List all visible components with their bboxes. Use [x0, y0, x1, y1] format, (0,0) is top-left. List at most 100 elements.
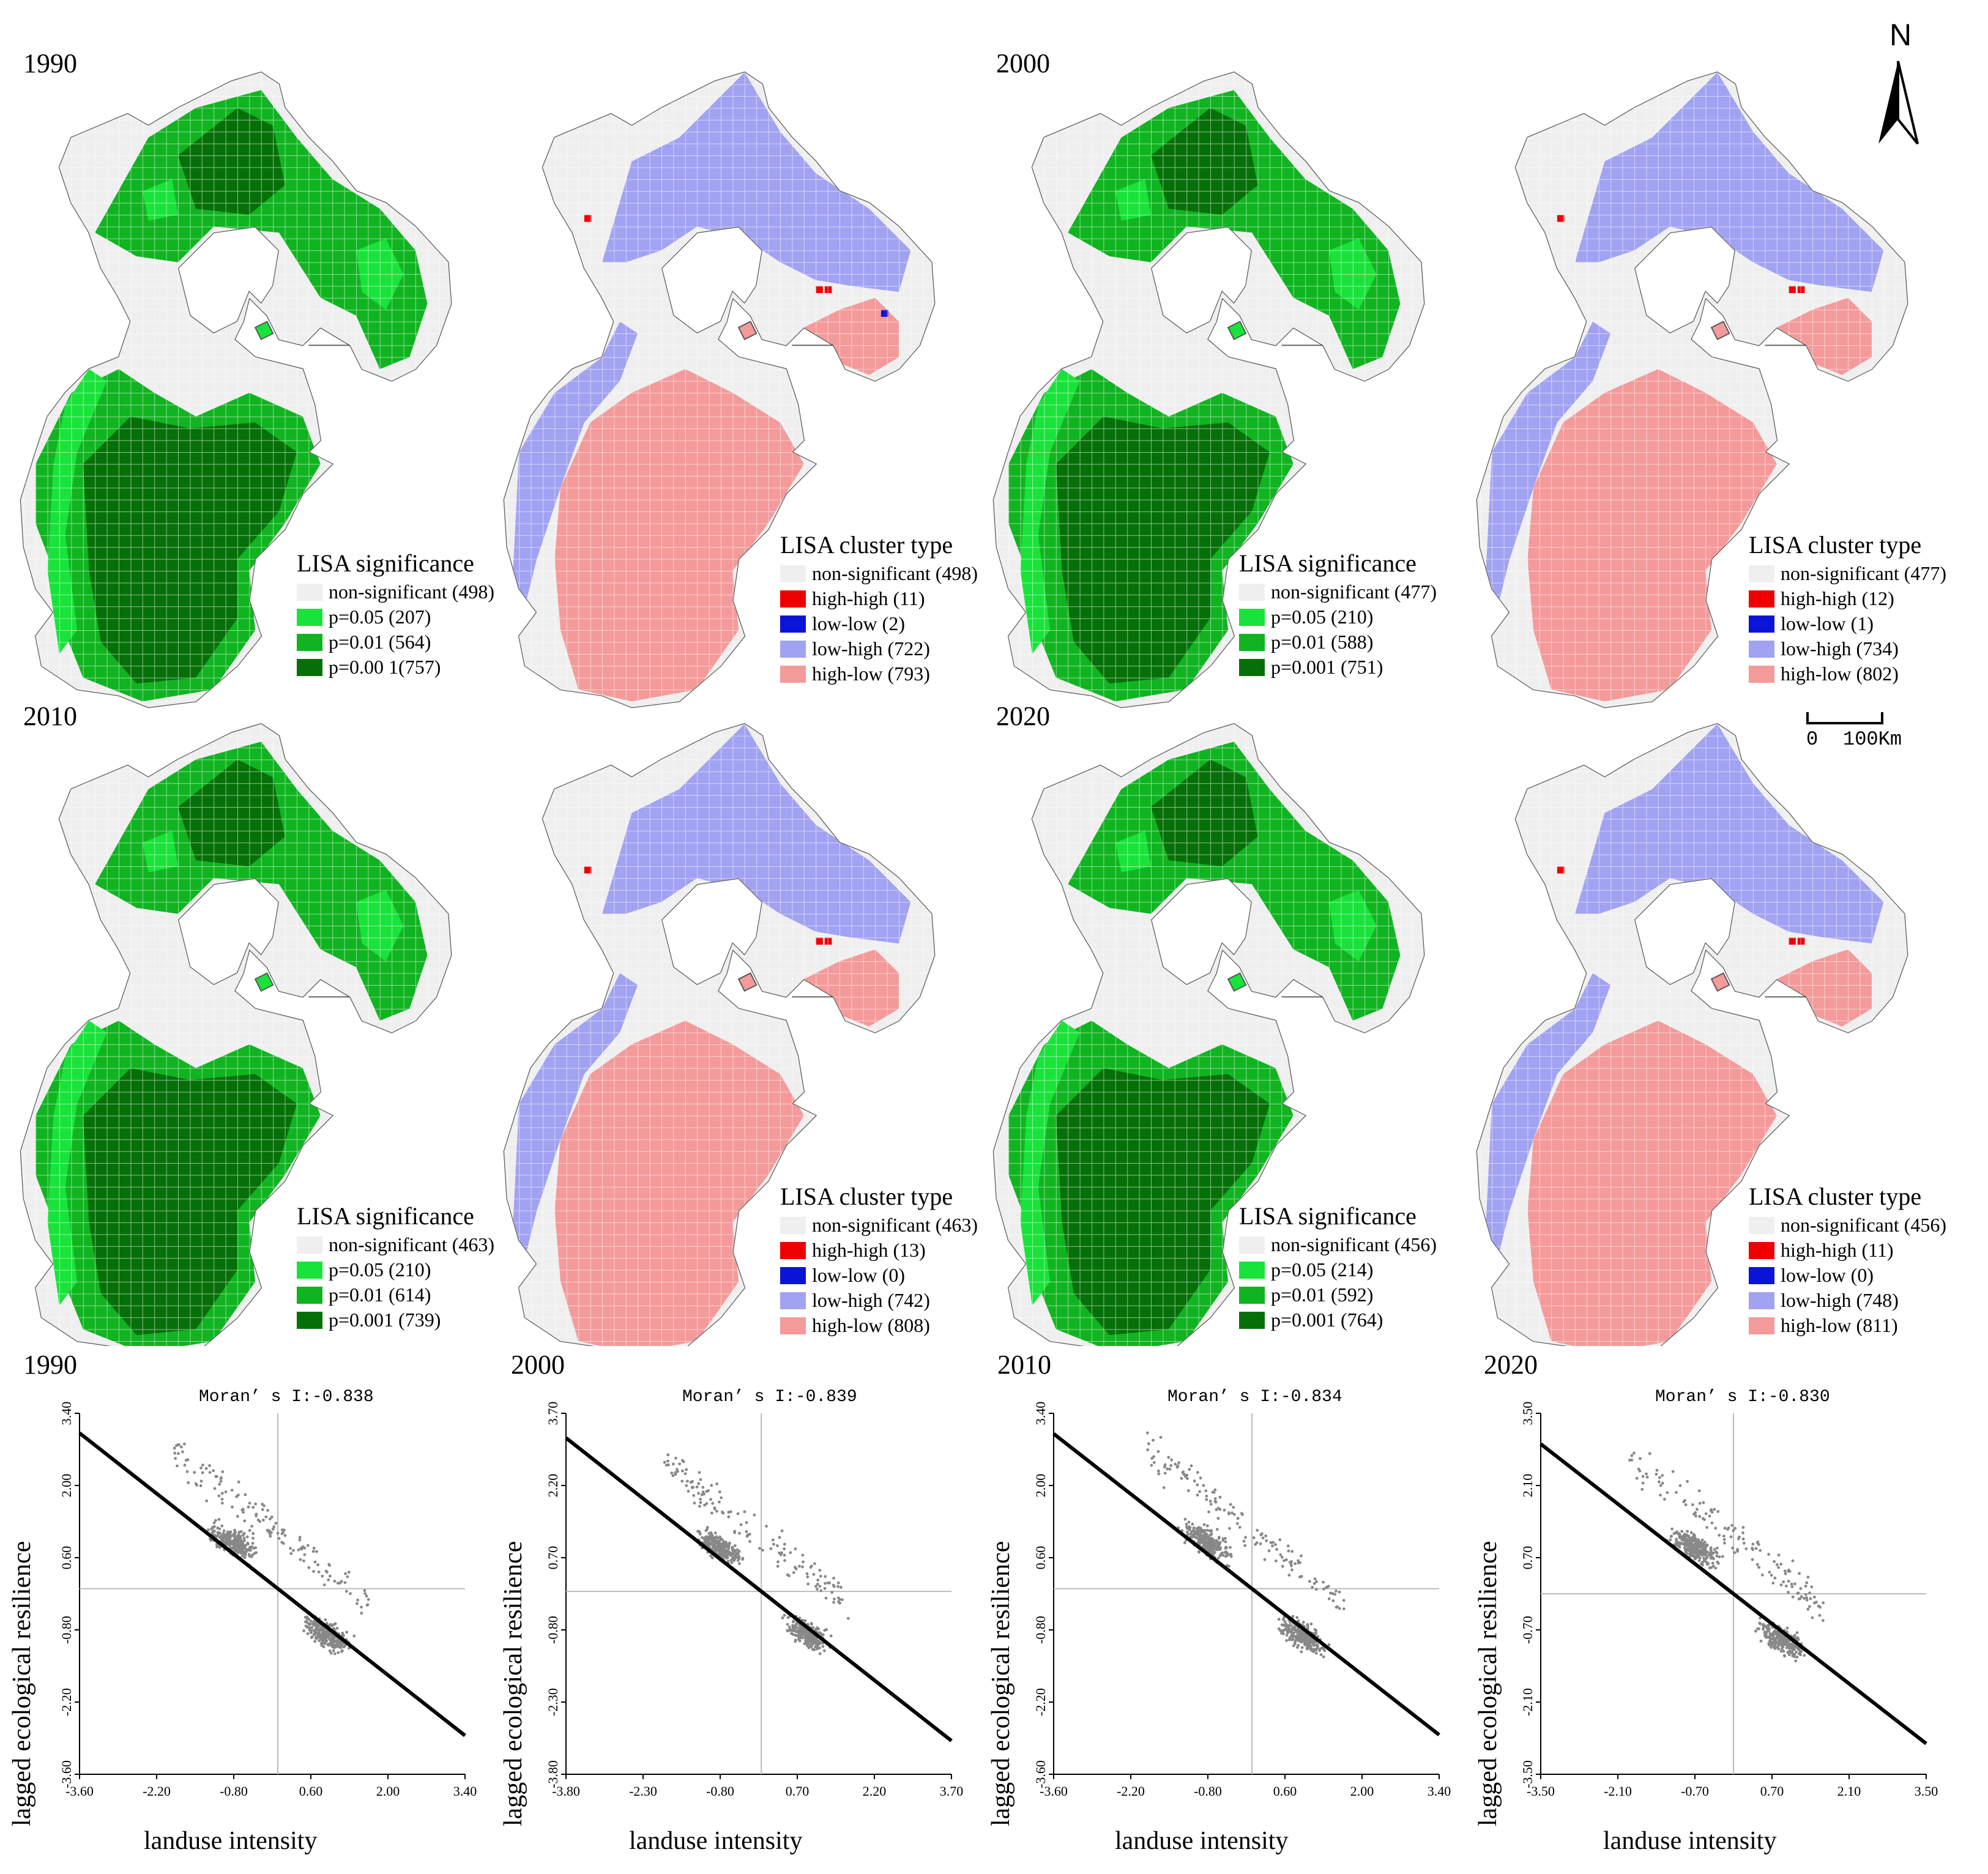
scatter-point — [289, 1547, 292, 1550]
scatter-point — [1689, 1542, 1693, 1546]
scatter-point — [297, 1548, 300, 1552]
scatter-point — [753, 1513, 756, 1517]
scatter-point — [340, 1635, 343, 1638]
scatter-point — [1314, 1631, 1318, 1635]
scatter-point — [1766, 1627, 1770, 1631]
scatter-point — [1789, 1642, 1792, 1646]
scatter-point — [799, 1627, 803, 1630]
scatter-point — [1789, 1638, 1793, 1642]
scatter-point — [711, 1544, 715, 1547]
scatter-point — [1289, 1561, 1292, 1564]
scatter-point — [280, 1541, 284, 1544]
scatter-point — [336, 1634, 340, 1638]
scatter-point — [1223, 1537, 1227, 1540]
scatter-point — [240, 1549, 244, 1553]
scatter-point — [221, 1535, 225, 1539]
scatter-point — [1301, 1621, 1305, 1624]
scatter-point — [1783, 1641, 1787, 1645]
scatter-point — [225, 1533, 229, 1536]
scatter-point — [1785, 1646, 1789, 1649]
scatter-point — [331, 1639, 335, 1643]
scatter-point — [735, 1548, 739, 1552]
scatter-point — [732, 1559, 736, 1562]
scatter-point — [322, 1583, 326, 1586]
scatter-point — [1715, 1554, 1719, 1558]
legend-item: high-low (802) — [1781, 663, 1899, 685]
scatter-point — [234, 1544, 238, 1547]
scatter-point — [283, 1528, 286, 1532]
scatter-point — [1793, 1653, 1796, 1656]
legend-title: LISA cluster type — [1749, 531, 1922, 559]
scatter-point — [1286, 1628, 1290, 1632]
scatter-point — [298, 1536, 302, 1539]
scatter-point — [802, 1630, 805, 1634]
scatter-point — [1202, 1523, 1206, 1526]
scatter-point — [1655, 1468, 1659, 1472]
scatter-point — [316, 1618, 319, 1621]
scatter-point — [810, 1630, 814, 1634]
scatter-point — [801, 1621, 805, 1625]
scatter-point — [344, 1638, 348, 1642]
scatter-point — [1783, 1637, 1787, 1640]
scatter-point — [1320, 1646, 1324, 1649]
scatter-point — [813, 1562, 816, 1566]
scatter-point — [1799, 1587, 1803, 1590]
scatter-point — [1698, 1540, 1701, 1544]
scatter-point — [240, 1551, 244, 1555]
scatter-point — [705, 1490, 709, 1493]
scatter-point — [1817, 1604, 1820, 1608]
scatter-point — [1709, 1509, 1713, 1512]
y-tick-label: -2.20 — [1033, 1688, 1048, 1716]
scatter-point — [1710, 1551, 1713, 1555]
scatter-point — [802, 1631, 805, 1634]
scatter-point — [325, 1625, 329, 1628]
scatter-point — [1781, 1638, 1784, 1642]
scatter-point — [720, 1554, 723, 1558]
y-tick-label: -3.50 — [1520, 1760, 1535, 1788]
scatter-point — [324, 1632, 328, 1636]
scatter-point — [1698, 1553, 1702, 1556]
scatter-point — [316, 1627, 320, 1631]
scatter-point — [1229, 1503, 1232, 1506]
scatter-point — [832, 1583, 835, 1587]
scatter-point — [1202, 1545, 1206, 1549]
scatter-point — [316, 1563, 320, 1567]
legend-item: low-high (742) — [812, 1289, 930, 1311]
scatter-year-2020: 2020 — [1484, 1350, 1538, 1380]
scatter-point — [1692, 1545, 1696, 1549]
scatter-point — [1313, 1628, 1317, 1631]
scatter-point — [324, 1632, 327, 1635]
scatter-point — [1692, 1549, 1695, 1552]
scatter-point — [1785, 1645, 1789, 1649]
scatter-point — [819, 1635, 822, 1638]
scatter-point — [808, 1635, 811, 1638]
scatter-point — [729, 1554, 733, 1557]
scatter-point — [311, 1635, 314, 1638]
scatter-point — [1694, 1557, 1697, 1561]
scatter-point — [1689, 1548, 1693, 1552]
scatter-point — [1201, 1540, 1204, 1544]
scatter-point — [333, 1652, 337, 1656]
scatter-point — [1301, 1633, 1305, 1637]
scatter-point — [316, 1624, 319, 1628]
scatter-point — [1211, 1537, 1215, 1541]
scatter-point — [1308, 1638, 1312, 1642]
scatter-point — [1311, 1634, 1315, 1637]
scatter-point — [794, 1547, 797, 1550]
cluster-legend-2010: LISA cluster type non-significant (463) … — [780, 1181, 978, 1338]
scatter-point — [824, 1575, 827, 1578]
scatter-point — [1685, 1533, 1689, 1537]
scatter-point — [1786, 1651, 1790, 1654]
scatter-point — [710, 1536, 714, 1539]
scatter-point — [803, 1630, 806, 1634]
scatter-point — [1679, 1542, 1683, 1545]
scatter-point — [1712, 1557, 1716, 1561]
scatter-point — [812, 1572, 816, 1576]
scatter-point — [315, 1550, 318, 1553]
scatter-point — [1706, 1544, 1709, 1547]
scatter-point — [807, 1632, 811, 1635]
legend-item: non-significant (498) — [329, 581, 495, 603]
scatter-point — [1295, 1637, 1298, 1641]
scatter-point — [806, 1575, 810, 1578]
scatter-point — [805, 1636, 809, 1640]
